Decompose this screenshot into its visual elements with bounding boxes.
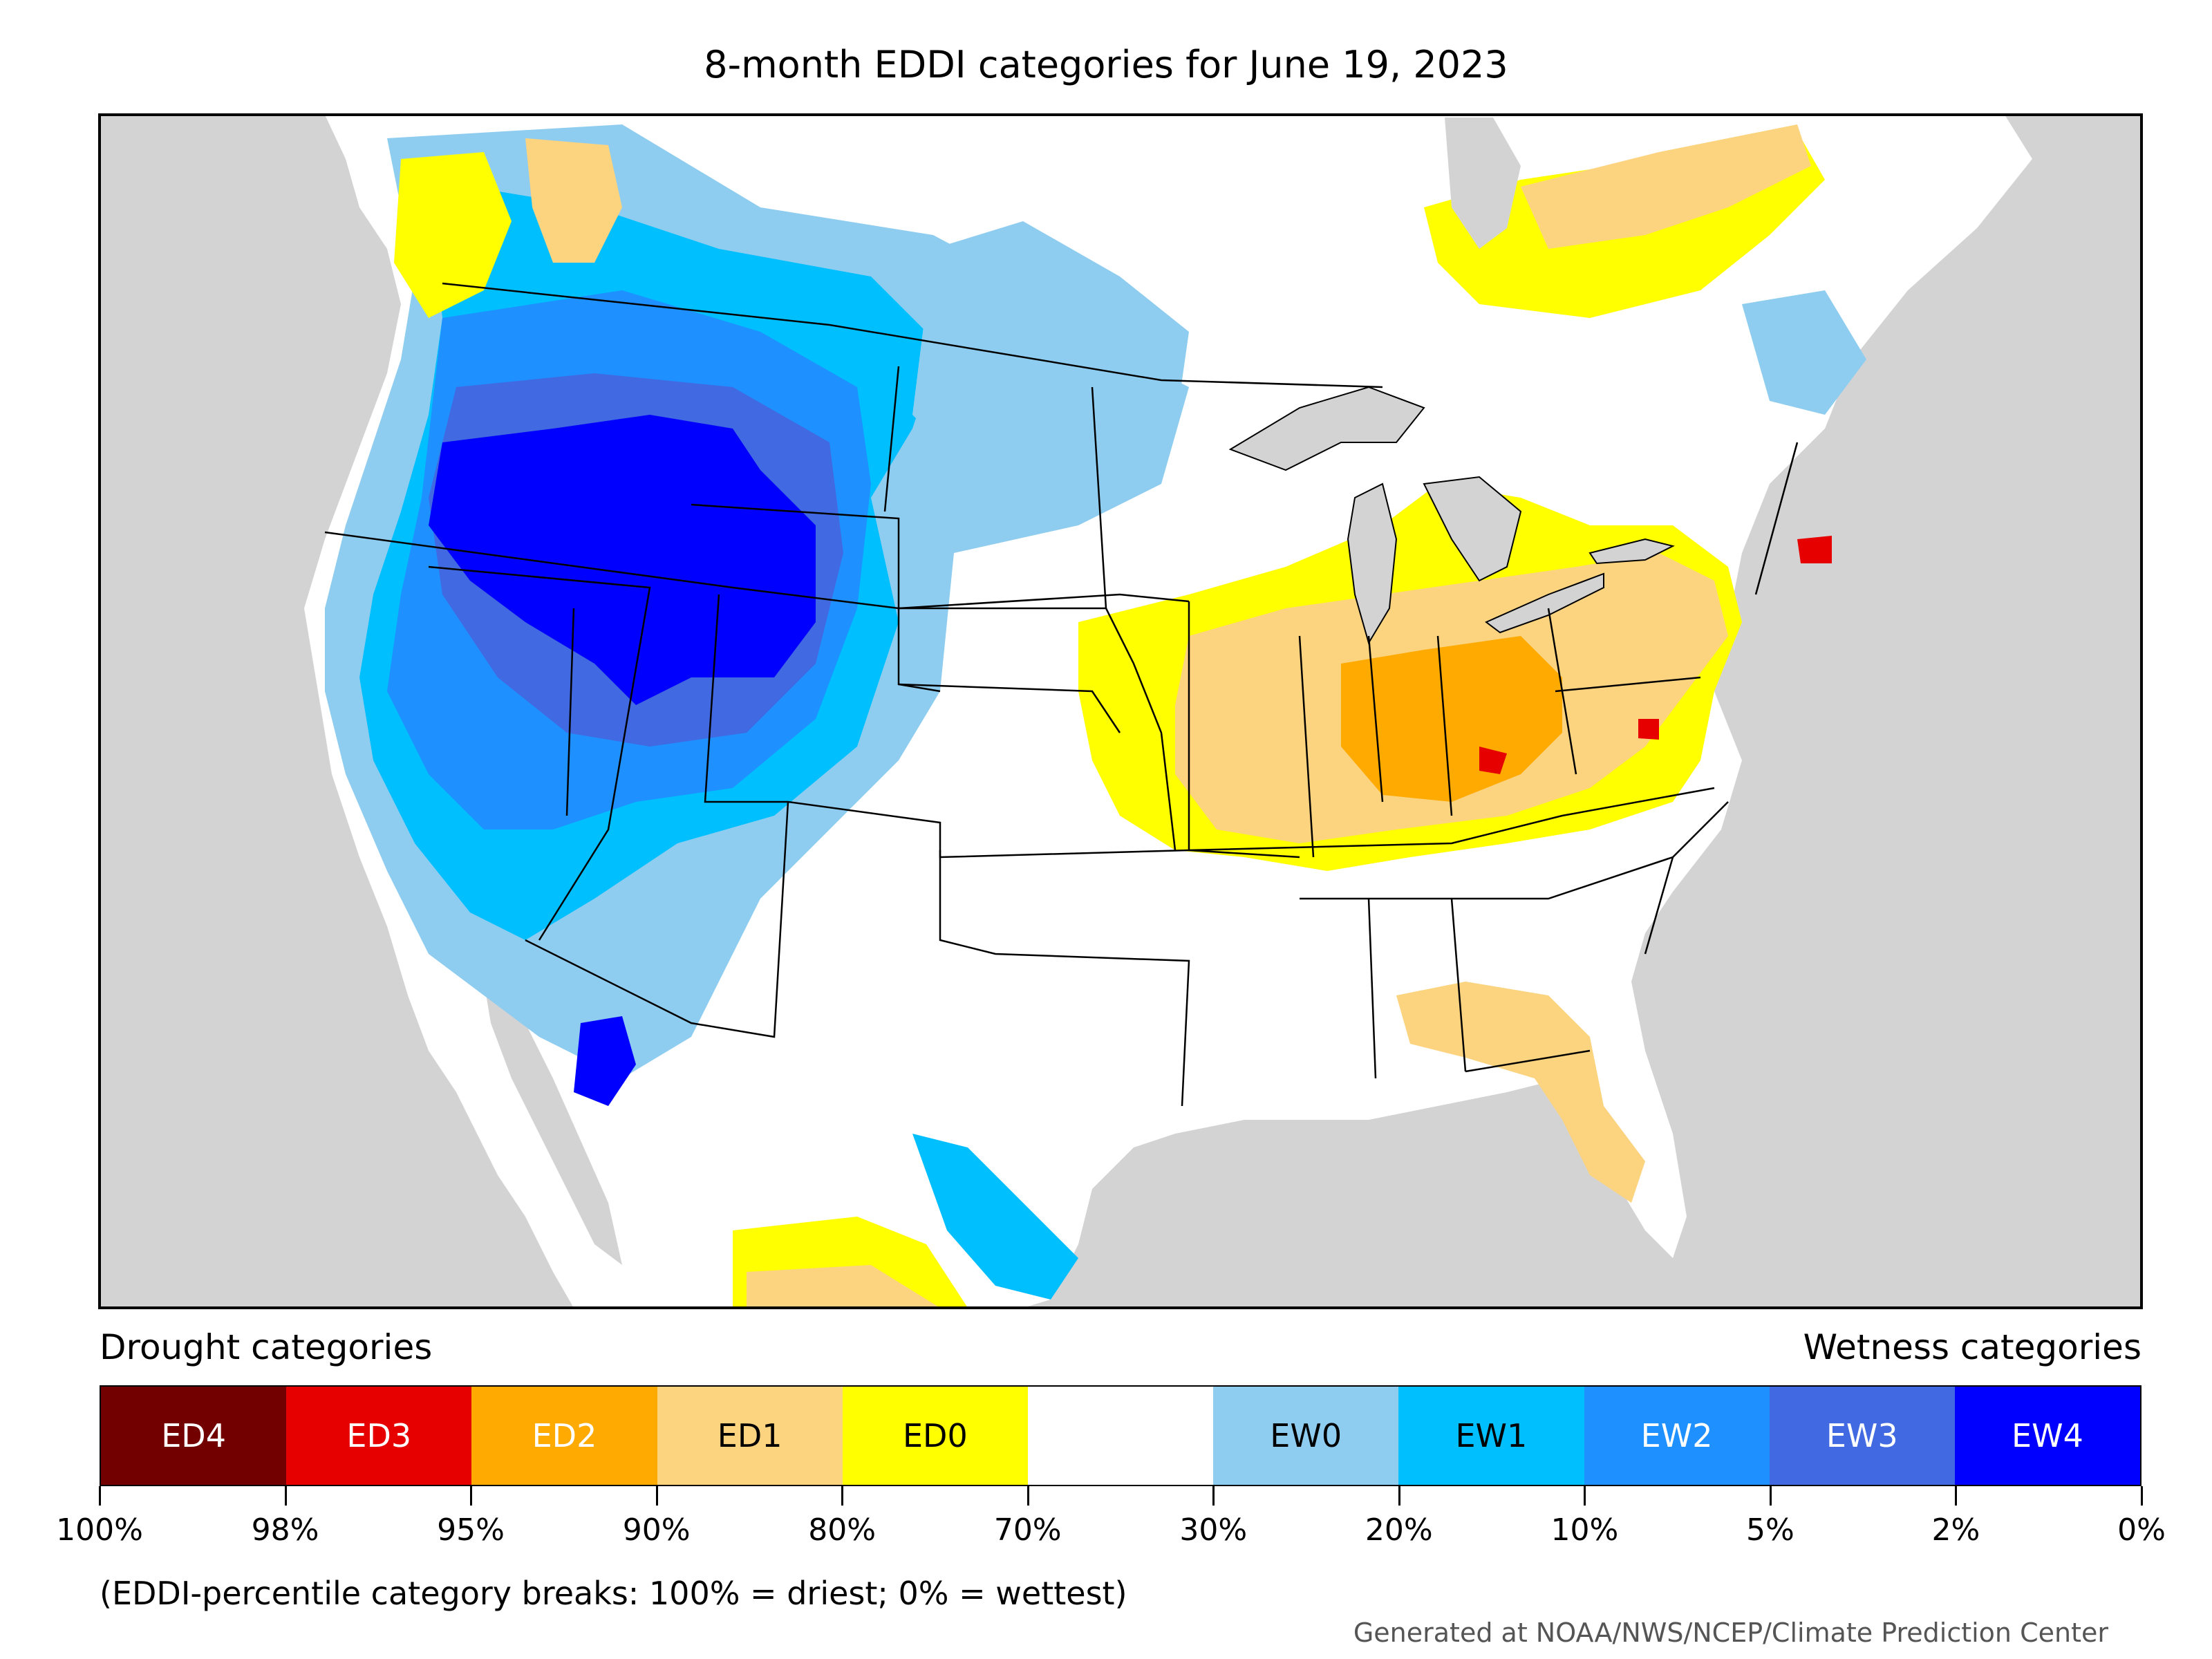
lake-ontario [1588, 538, 1675, 565]
lake-erie [1485, 572, 1604, 634]
map-title: 8-month EDDI categories for June 19, 202… [704, 43, 1508, 86]
colorbar-tick [1027, 1486, 1029, 1506]
wet-ew1-texas [912, 1134, 1078, 1300]
legend-swatch-ew4: EW4 [1954, 1387, 2141, 1485]
legend-swatch-ew1: EW1 [1398, 1387, 1584, 1485]
legend-swatch-ew2: EW2 [1584, 1387, 1770, 1485]
gulf-of-california [484, 982, 622, 1265]
wet-ew4-arizona [574, 1016, 636, 1106]
wet-ew4-west [429, 415, 816, 705]
colorbar-tick [99, 1486, 101, 1506]
colorbar-tick-label: 70% [993, 1512, 1062, 1548]
legend-swatch-ed0: ED0 [842, 1387, 1028, 1485]
colorbar-tick-label: 0% [2117, 1512, 2166, 1548]
dry-ed3-massachusetts [1797, 536, 1832, 563]
dry-ed3-virginia [1638, 719, 1659, 740]
legend-swatch-normal [1027, 1387, 1214, 1485]
dry-ed3-kentucky [1479, 747, 1507, 774]
colorbar-tick-label: 90% [622, 1512, 691, 1548]
colorbar-tick [841, 1486, 844, 1506]
dry-ed1-quebec [1521, 124, 1811, 249]
wet-ew0-plains [912, 221, 1189, 484]
colorbar-tick [470, 1486, 473, 1506]
colorbar-tick [1212, 1486, 1215, 1506]
lake-michigan [1347, 482, 1398, 645]
colorbar-tick [655, 1486, 658, 1506]
colorbar-tick-label: 80% [808, 1512, 877, 1548]
legend-swatch-ed3: ED3 [286, 1387, 472, 1485]
colorbar-tick-label: 5% [1746, 1512, 1794, 1548]
category-colorbar: ED4 ED3 ED2 ED1 ED0 EW0 EW1 EW2 EW3 EW4 [100, 1385, 2141, 1486]
dry-ed1-texas-south [747, 1265, 940, 1308]
colorbar-ticks [99, 1486, 2143, 1507]
wetness-categories-heading: Wetness categories [1803, 1327, 2141, 1367]
hudson-bay-south [1445, 118, 1521, 249]
dry-ed2-east [1341, 636, 1562, 802]
dry-ed1-georgia-florida [1396, 982, 1645, 1203]
colorbar-tick-label: 100% [56, 1512, 143, 1548]
category-break-footnote: (EDDI-percentile category breaks: 100% =… [100, 1575, 1127, 1612]
colorbar-tick-label: 98% [251, 1512, 319, 1548]
legend-swatch-ew0: EW0 [1213, 1387, 1399, 1485]
legend-swatch-ed1: ED1 [657, 1387, 843, 1485]
colorbar-tick [1955, 1486, 1958, 1506]
drought-categories-heading: Drought categories [100, 1327, 433, 1367]
colorbar-tick-label: 20% [1365, 1512, 1433, 1548]
colorbar-tick [1398, 1486, 1400, 1506]
colorbar-tick [1769, 1486, 1772, 1506]
colorbar-tick-label: 30% [1179, 1512, 1248, 1548]
colorbar-tick-label: 2% [1931, 1512, 1980, 1548]
colorbar-tick [2141, 1486, 2143, 1506]
legend-swatch-ed4: ED4 [101, 1387, 287, 1485]
colorbar-tick [1584, 1486, 1586, 1506]
colorbar-tick-label: 95% [437, 1512, 505, 1548]
political-borders [324, 282, 1799, 1107]
dry-ed1-bc [525, 138, 622, 263]
baja-peninsula [442, 968, 546, 1203]
lake-superior [1228, 386, 1425, 471]
legend-swatch-ew3: EW3 [1769, 1387, 1955, 1485]
legend-swatch-ed2: ED2 [471, 1387, 657, 1485]
map-frame [98, 113, 2143, 1309]
colorbar-tick [284, 1486, 287, 1506]
colorbar-tick-label: 10% [1550, 1512, 1619, 1548]
lake-huron [1423, 476, 1522, 582]
dry-ed0-bc [394, 152, 512, 318]
credit-line: Generated at NOAA/NWS/NCEP/Climate Predi… [1353, 1618, 2108, 1648]
wet-ew0-northeast [1742, 290, 1866, 415]
